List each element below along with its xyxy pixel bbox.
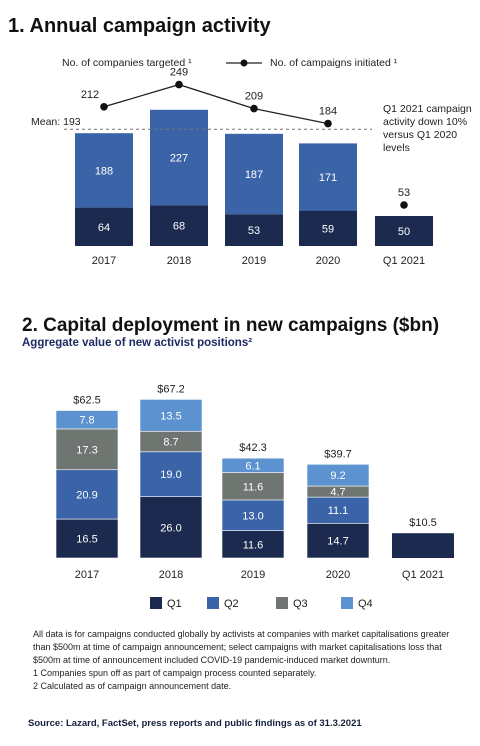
x-tick-label: 2017	[75, 569, 99, 581]
x-tick-label: Q1 2021	[402, 569, 444, 581]
legend-companies-label: No. of companies targeted ¹	[62, 57, 192, 69]
bar-segment-high	[299, 143, 357, 211]
bar-value-label: 17.3	[76, 444, 97, 456]
x-tick-label: Q1 2021	[383, 255, 425, 267]
bar-value-label: 26.0	[160, 522, 181, 534]
campaigns-value-label: 209	[245, 91, 263, 103]
bar-value-label: 20.9	[76, 489, 97, 501]
x-tick-label: 2020	[326, 569, 350, 581]
bar-label-low: 50	[398, 226, 410, 238]
bar-value-label: 6.1	[245, 460, 260, 472]
bar-value-label: 11.1	[328, 505, 349, 517]
chart2-title: 2. Capital deployment in new campaigns (…	[22, 315, 439, 336]
bar-segment-high	[150, 109, 208, 206]
footnote-main: All data is for campaigns conducted glob…	[33, 629, 450, 665]
bar-label-high: 187	[245, 169, 263, 181]
bar-value-label: 7.8	[79, 415, 94, 427]
legend-swatch-q1	[150, 597, 162, 609]
source-line: Source: Lazard, FactSet, press reports a…	[28, 718, 362, 729]
bar-value-label: 4.7	[330, 487, 345, 499]
footnote-1: 1 Companies spun off as part of campaign…	[33, 668, 317, 678]
bar-segment-low	[75, 207, 133, 246]
campaigns-point	[250, 104, 258, 113]
x-tick-label: 2017	[92, 255, 116, 267]
bar-segment-q2	[306, 496, 370, 524]
legend-label-q4: Q4	[358, 598, 373, 610]
bar-label-low: 59	[322, 223, 334, 235]
bar-segment-q2	[55, 469, 119, 520]
legend-swatch-q2	[207, 597, 219, 609]
bar-segment-q4	[139, 399, 203, 432]
bar-segment-low	[150, 205, 208, 246]
x-tick-label: 2020	[316, 255, 340, 267]
bar-label-high: 171	[319, 172, 337, 184]
annotation-line: versus Q1 2020	[383, 129, 457, 141]
bar-total-label: $62.5	[73, 395, 101, 407]
legend-label-q3: Q3	[293, 598, 308, 610]
bar-segment-q3	[221, 472, 285, 501]
bar-segment-q1	[392, 533, 454, 558]
chart1-plot: 64 188 2017 68 227 2018 53 187 2019 59 171 2020 50 Q1…	[31, 57, 472, 267]
campaigns-value-label: 212	[81, 89, 99, 101]
bar-total-label: $39.7	[324, 448, 352, 460]
bar-label-low: 53	[248, 225, 260, 237]
bar-value-label: 19.0	[160, 469, 181, 481]
mean-label: Mean: 193	[31, 116, 81, 128]
chart1-title: 1. Annual campaign activity	[8, 15, 272, 37]
bar-value-label: 11.6	[243, 539, 264, 551]
bar-value-label: 13.5	[160, 410, 181, 422]
bar-segment-low	[299, 210, 357, 246]
bar-label-low: 68	[173, 221, 185, 233]
bar-value-label: 13.0	[242, 510, 263, 522]
bar-segment-high	[225, 133, 283, 215]
footnote-2: 2 Calculated as of campaign announcement…	[33, 681, 232, 691]
x-tick-label: 2018	[167, 255, 191, 267]
campaigns-point	[175, 80, 183, 89]
bar-segment-q1	[221, 530, 285, 559]
bar-segment-low	[225, 214, 283, 246]
chart2-plot: 16.5 20.9 17.3 7.8 $62.5 2017 26.0 19.0 8.7 13.5 $…	[55, 383, 454, 610]
campaigns-value-label: 184	[319, 106, 337, 118]
bar-value-label: 16.5	[76, 534, 97, 546]
annotation-line: activity down 10%	[383, 116, 467, 128]
annotation-line: Q1 2021 campaign	[383, 103, 472, 115]
campaigns-line	[103, 83, 329, 125]
bar-segment-q4	[306, 464, 370, 487]
legend-swatch-q4	[341, 597, 353, 609]
bar-segment-q1	[55, 518, 119, 559]
legend-swatch-q3	[276, 597, 288, 609]
campaigns-point	[400, 201, 408, 209]
bar-segment-q1	[139, 496, 203, 559]
bar-label-high: 227	[170, 153, 188, 165]
bar-total-label: $67.2	[157, 383, 185, 395]
annotation-line: levels	[383, 142, 410, 154]
bar-segment-q4	[221, 457, 285, 473]
x-tick-label: 2019	[241, 569, 265, 581]
campaigns-value-label: 249	[170, 67, 188, 79]
bar-value-label: 11.6	[243, 481, 264, 493]
bar-segment-low	[375, 216, 433, 246]
campaigns-point	[100, 103, 108, 111]
chart2-subtitle: Aggregate value of new activist position…	[22, 337, 252, 349]
bar-total-label: $10.5	[409, 517, 437, 529]
bar-label-high: 188	[95, 165, 113, 177]
legend-label-q1: Q1	[167, 598, 182, 610]
x-tick-label: 2018	[159, 569, 183, 581]
x-tick-label: 2019	[242, 255, 266, 267]
bar-segment-q2	[221, 499, 285, 531]
legend-line-dot	[240, 59, 248, 67]
bar-segment-q4	[55, 410, 119, 430]
bar-segment-high	[75, 133, 133, 208]
bar-total-label: $42.3	[239, 442, 267, 454]
campaigns-value-label: 53	[398, 187, 410, 199]
bar-value-label: 14.7	[327, 536, 348, 548]
bar-value-label: 8.7	[163, 437, 178, 449]
bar-label-low: 64	[98, 222, 110, 234]
footnotes: All data is for campaigns conducted glob…	[33, 628, 465, 693]
legend-label-q2: Q2	[224, 598, 239, 610]
bar-value-label: 9.2	[330, 470, 345, 482]
legend-campaigns-label: No. of campaigns initiated ¹	[270, 57, 398, 69]
campaigns-point	[324, 119, 332, 128]
